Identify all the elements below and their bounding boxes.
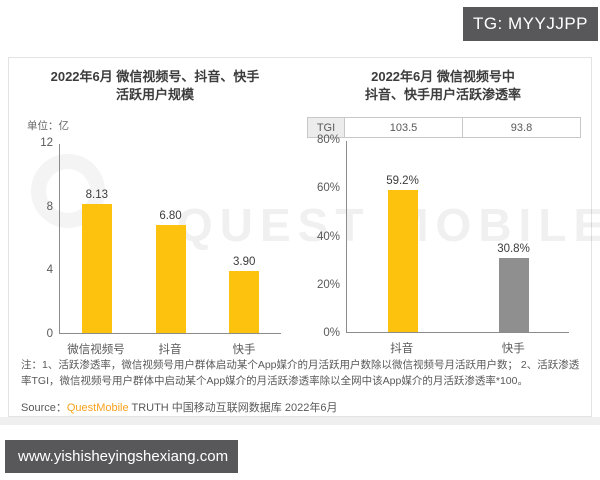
- left-bars: 8.13 6.80 3.90: [60, 144, 281, 333]
- y-tick: 4: [46, 264, 53, 277]
- right-chart-title-line2: 抖音、快手用户活跃渗透率: [364, 87, 521, 103]
- left-chart-panel: 2022年6月 微信视频号、抖音、快手 活跃用户规模 单位：亿 12 8 4 0…: [19, 68, 291, 356]
- bar-kuaishou-penetration: [498, 258, 529, 332]
- bar-douyin: [155, 225, 186, 333]
- left-chart-title-line1: 2022年6月 微信视频号、抖音、快手: [50, 69, 260, 84]
- y-tick: 12: [40, 137, 53, 149]
- x-label-weixin-video: 微信视频号: [67, 344, 125, 356]
- bar-group-weixin-video: 8.13: [60, 189, 134, 333]
- bar-douyin-penetration: [387, 189, 418, 332]
- bar-value-label: 8.13: [85, 189, 109, 202]
- bar-value-label: 59.2%: [386, 174, 419, 187]
- footnote: 注：1、活跃渗透率，微信视频号用户群体启动某个App媒介的月活跃用户数除以微信视…: [21, 359, 580, 388]
- bar-value-label: 6.80: [159, 210, 182, 223]
- x-label-douyin: 抖音: [390, 343, 414, 355]
- left-y-axis-ticks: 12 8 4 0: [40, 137, 53, 340]
- y-tick: 0: [46, 327, 53, 340]
- y-tick: 40%: [316, 230, 340, 243]
- right-chart-plot: 80% 60% 40% 20% 0% 59.2% 30.8%: [317, 134, 569, 339]
- left-x-axis-labels: 微信视频号 抖音 快手: [59, 341, 281, 357]
- x-label-douyin: 抖音: [158, 344, 182, 356]
- right-bars: 59.2% 30.8%: [347, 141, 569, 332]
- x-label-kuaishou: 快手: [232, 344, 256, 356]
- left-chart-title-line2: 活跃用户规模: [115, 87, 194, 103]
- right-chart-title: 2022年6月 微信视频号中 抖音、快手用户活跃渗透率: [303, 68, 583, 104]
- y-tick: 8: [46, 200, 53, 213]
- tgi-value-kuaishou: 93.8: [462, 117, 581, 138]
- tg-badge: TG: MYYJJPP: [463, 7, 598, 41]
- bar-group-kuaishou: 3.90: [207, 256, 281, 333]
- unit-label: 单位：亿: [27, 120, 69, 132]
- tgi-header-cell: TGI: [307, 117, 345, 138]
- left-chart-title: 2022年6月 微信视频号、抖音、快手 活跃用户规模: [19, 68, 291, 104]
- tgi-table: TGI 103.5 93.8: [307, 117, 581, 138]
- x-label-kuaishou: 快手: [501, 343, 525, 355]
- right-chart-title-line1: 2022年6月 微信视频号中: [371, 69, 515, 84]
- bar-kuaishou: [229, 271, 260, 333]
- right-y-axis-ticks: 80% 60% 40% 20% 0%: [317, 134, 340, 339]
- source-prefix: Source：: [21, 402, 67, 414]
- tg-badge-text: TG: MYYJJPP: [472, 14, 589, 33]
- chart-card: QUEST MOBILE 2022年6月 微信视频号、抖音、快手 活跃用户规模 …: [8, 57, 600, 417]
- right-chart-panel: 2022年6月 微信视频号中 抖音、快手用户活跃渗透率 TGI 103.5 93…: [303, 68, 583, 355]
- left-chart-plot: 12 8 4 0 8.13 6.80 3.90: [40, 137, 281, 340]
- y-tick: 60%: [316, 182, 340, 195]
- y-tick: 80%: [316, 134, 340, 146]
- website-url-bar: www.yishisheyingshexiang.com: [5, 440, 238, 473]
- source-rest: TRUTH 中国移动互联网数据库 2022年6月: [128, 402, 338, 414]
- source-line: Source：QuestMobile TRUTH 中国移动互联网数据库 2022…: [21, 399, 337, 415]
- divider-band: [0, 417, 600, 425]
- y-tick: 20%: [316, 278, 340, 291]
- bar-group-douyin-penetration: 59.2%: [347, 175, 458, 332]
- tgi-value-douyin: 103.5: [344, 117, 463, 138]
- source-brand: QuestMobile: [66, 402, 129, 414]
- website-url-text: www.yishisheyingshexiang.com: [18, 448, 229, 465]
- y-tick: 0%: [323, 327, 340, 339]
- bar-value-label: 3.90: [232, 256, 256, 269]
- bar-group-douyin: 6.80: [134, 210, 208, 333]
- bar-weixin-video: [81, 204, 112, 333]
- bar-group-kuaishou-penetration: 30.8%: [458, 243, 569, 332]
- right-x-axis-labels: 抖音 快手: [346, 340, 569, 356]
- bar-value-label: 30.8%: [497, 243, 530, 256]
